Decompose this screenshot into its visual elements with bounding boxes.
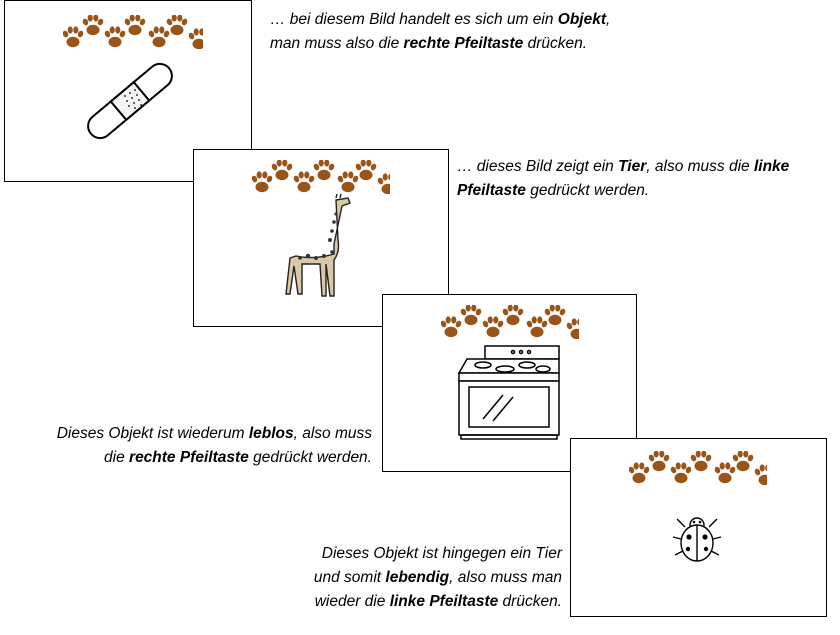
caption-line: und somit lebendig, also muss man: [313, 569, 562, 586]
paw-prints-decoration: [63, 15, 203, 49]
giraffe-icon: [274, 193, 364, 307]
caption-line: die rechte Pfeiltaste gedrückt werden.: [104, 449, 372, 466]
caption-line: man muss also die rechte Pfeiltaste drüc…: [270, 35, 588, 52]
ladybug-icon: [667, 509, 727, 574]
caption-3: Dieses Objekt ist wiederum leblos, also …: [57, 422, 372, 470]
caption-4: Dieses Objekt ist hingegen ein Tier und …: [314, 542, 562, 614]
caption-2: … dieses Bild zeigt ein Tier, also muss …: [457, 155, 789, 203]
caption-1: … bei diesem Bild handelt es sich um ein…: [270, 8, 610, 56]
caption-line: wieder die linke Pfeiltaste drücken.: [314, 593, 562, 610]
slide-card-1: [4, 0, 252, 182]
stove-icon: [453, 343, 568, 448]
caption-line: … dieses Bild zeigt ein Tier, also muss …: [457, 158, 790, 175]
paw-prints-decoration: [441, 305, 579, 339]
caption-line: Pfeiltaste gedrückt werden.: [457, 182, 650, 199]
slide-card-4: [570, 438, 827, 617]
paw-prints-decoration: [629, 451, 767, 485]
slide-card-2: [193, 149, 449, 327]
bandage-icon: [75, 51, 185, 156]
paw-prints-decoration: [252, 160, 390, 194]
caption-line: Dieses Objekt ist hingegen ein Tier: [321, 545, 562, 562]
caption-line: Dieses Objekt ist wiederum leblos, also …: [56, 425, 372, 442]
caption-line: … bei diesem Bild handelt es sich um ein…: [270, 11, 611, 28]
